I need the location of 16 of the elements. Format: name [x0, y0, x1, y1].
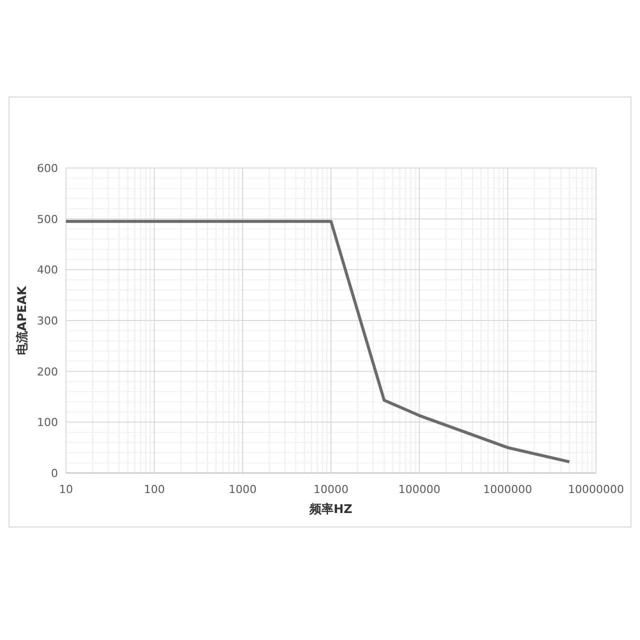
y-tick-label: 200 [37, 365, 58, 378]
x-tick-label: 10000000 [568, 483, 624, 496]
y-tick-label: 400 [37, 264, 58, 277]
x-tick-label: 10 [59, 483, 73, 496]
x-tick-label: 100000 [398, 483, 440, 496]
y-tick-label: 600 [37, 162, 58, 175]
x-axis-title: 频率HZ [308, 502, 353, 516]
y-tick-label: 500 [37, 212, 58, 226]
x-tick-label: 1000 [228, 483, 257, 496]
x-tick-label: 100 [144, 483, 165, 496]
x-tick-label: 1000000 [483, 483, 532, 496]
x-tick-label: 10000 [314, 483, 348, 496]
y-tick-label: 300 [37, 314, 58, 328]
y-axis-title: 电流APEAK [15, 285, 29, 355]
y-tick-label: 100 [37, 416, 58, 430]
y-tick-label: 0 [51, 467, 58, 480]
